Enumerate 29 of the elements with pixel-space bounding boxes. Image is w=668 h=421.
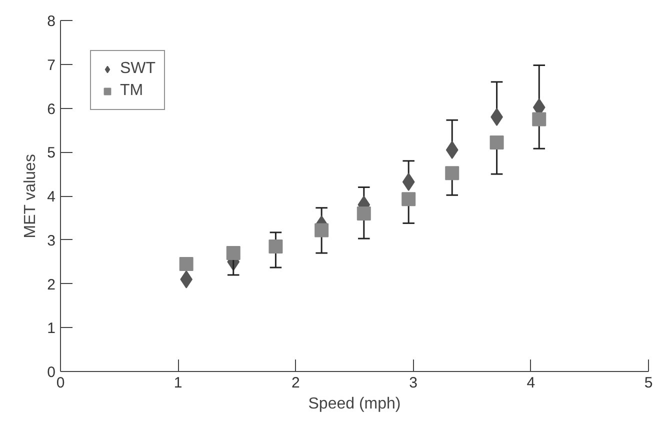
x-axis-title: Speed (mph) (308, 396, 401, 412)
point (532, 112, 546, 126)
point (179, 257, 194, 272)
point (402, 192, 416, 206)
point (446, 140, 458, 159)
y-tick-label: 6 (47, 100, 56, 118)
x-tick-label: 2 (292, 374, 300, 392)
point (445, 166, 460, 180)
y-tick-label: 4 (47, 188, 56, 206)
x-tick-label: 5 (644, 374, 653, 392)
y-tick-label: 2 (47, 276, 56, 294)
x-tick-label: 1 (174, 374, 182, 392)
y-tick-label: 5 (47, 144, 56, 162)
point (402, 172, 415, 191)
y-tick-label: 8 (47, 13, 56, 30)
point (490, 135, 504, 150)
point (268, 239, 283, 254)
y-tick-label: 1 (47, 320, 56, 338)
y-axis-title: MET values (22, 154, 40, 238)
y-tick-label: 7 (47, 56, 56, 74)
y-tick-label: 0 (47, 364, 56, 381)
point (356, 206, 371, 221)
x-tick-label: 4 (526, 374, 536, 392)
legend-label: SWT (120, 60, 156, 78)
point (314, 223, 329, 238)
legend-label: TM (120, 82, 144, 100)
y-tick-label: 3 (47, 232, 56, 250)
x-tick-label: 3 (409, 374, 418, 392)
point (226, 246, 240, 260)
